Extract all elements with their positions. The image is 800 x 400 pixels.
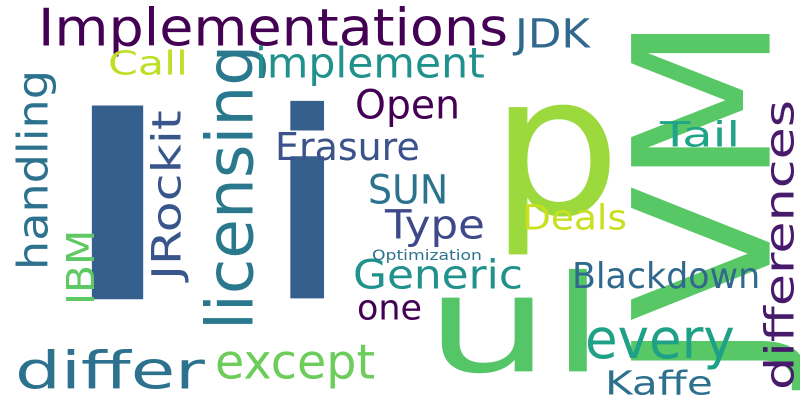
word-jdk: JDK (515, 10, 591, 58)
word-every: every (585, 307, 735, 372)
word-l: l (38, 62, 197, 361)
word-call: Call (108, 44, 188, 83)
word-i: i (255, 56, 360, 361)
word-implement: implement (255, 38, 485, 88)
word-jrockit: JRockit (143, 110, 191, 280)
word-blackdown: Blackdown (572, 254, 761, 297)
word-licensing: licensing (192, 44, 269, 331)
word-differ: differ (15, 340, 205, 400)
word-sun: SUN (368, 166, 449, 214)
word-ul: ul (425, 245, 606, 400)
word-differences: differences (756, 99, 800, 390)
word-erasure: Erasure (275, 124, 420, 170)
word-open: Open (355, 81, 461, 129)
word-implementations: Implementations (38, 0, 509, 59)
word-kaffe: Kaffe (605, 364, 713, 400)
word-ibm: IBM (58, 229, 104, 305)
word-except: except (215, 333, 376, 390)
word-handling: handling (8, 70, 58, 270)
word-deals: Deals (522, 196, 627, 238)
word-tail: Tail (660, 113, 741, 155)
word-type: Type (385, 201, 485, 249)
word-one: one (357, 286, 423, 328)
word-optimization: Optimization (372, 246, 482, 264)
word-generic: Generic (353, 251, 523, 299)
word-p: p (490, 32, 621, 261)
